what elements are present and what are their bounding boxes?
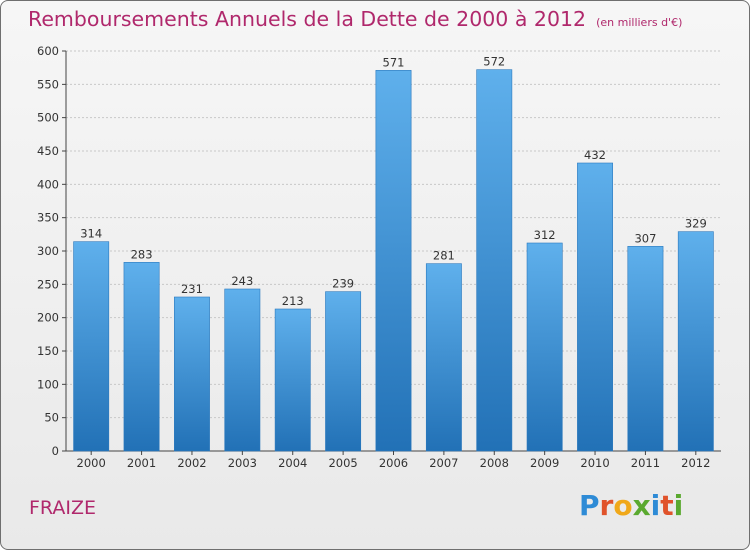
x-tick-label: 2007 <box>429 456 458 470</box>
y-tick-label: 250 <box>37 277 59 291</box>
proxiti-logo: Proxiti <box>579 489 683 522</box>
data-label: 432 <box>584 148 606 162</box>
chart-subtitle: (en milliers d'€) <box>596 16 683 29</box>
logo-letter: t <box>660 489 674 522</box>
bar <box>123 262 160 452</box>
y-tick-label: 450 <box>37 144 59 158</box>
y-tick-label: 150 <box>37 344 59 358</box>
data-label: 231 <box>181 282 203 296</box>
y-tick-label: 100 <box>37 377 59 391</box>
commune-name: FRAIZE <box>29 497 96 519</box>
bar <box>677 231 714 452</box>
logo-letter: r <box>599 489 614 522</box>
x-tick-label: 2006 <box>379 456 408 470</box>
bar <box>425 263 462 452</box>
logo-letter: i <box>650 489 661 522</box>
x-tick-label: 2009 <box>530 456 559 470</box>
x-tick-label: 2001 <box>127 456 156 470</box>
x-tick-label: 2011 <box>631 456 660 470</box>
x-tick-label: 2008 <box>480 456 509 470</box>
bar <box>627 246 664 452</box>
y-tick-label: 0 <box>52 444 59 458</box>
bar <box>325 291 362 452</box>
y-tick-label: 500 <box>37 111 59 125</box>
bar <box>526 242 563 452</box>
data-label: 283 <box>131 247 153 261</box>
x-tick-label: 2005 <box>328 456 357 470</box>
logo-letter: o <box>613 489 633 522</box>
data-label: 243 <box>231 274 253 288</box>
data-label: 312 <box>534 228 556 242</box>
logo-letter: P <box>579 489 600 522</box>
data-label: 329 <box>685 217 707 231</box>
data-label: 213 <box>282 294 304 308</box>
bar <box>375 70 412 452</box>
bar <box>174 296 210 452</box>
y-tick-label: 50 <box>44 411 59 425</box>
data-label: 239 <box>332 277 354 291</box>
bar <box>476 69 513 452</box>
x-tick-label: 2012 <box>681 456 710 470</box>
x-tick-label: 2004 <box>278 456 307 470</box>
data-label: 314 <box>80 227 102 241</box>
x-tick-label: 2010 <box>580 456 609 470</box>
chart-title: Remboursements Annuels de la Dette de 20… <box>28 7 682 31</box>
bar <box>577 162 613 452</box>
logo-letter: x <box>632 489 651 522</box>
x-tick-label: 2002 <box>177 456 206 470</box>
x-tick-label: 2003 <box>228 456 257 470</box>
y-tick-label: 600 <box>37 44 59 58</box>
y-tick-label: 550 <box>37 77 59 91</box>
data-label: 572 <box>483 55 505 69</box>
data-label: 281 <box>433 249 455 263</box>
y-tick-label: 300 <box>37 244 59 258</box>
bar <box>224 288 261 452</box>
title-text: Remboursements Annuels de la Dette de 20… <box>28 7 587 31</box>
bar <box>274 308 311 452</box>
logo-letter: i <box>673 489 684 522</box>
data-label: 571 <box>383 55 405 69</box>
y-tick-label: 200 <box>37 311 59 325</box>
y-tick-label: 400 <box>37 177 59 191</box>
y-tick-label: 350 <box>37 211 59 225</box>
x-tick-label: 2000 <box>77 456 106 470</box>
data-label: 307 <box>634 231 656 245</box>
bar <box>73 241 110 452</box>
